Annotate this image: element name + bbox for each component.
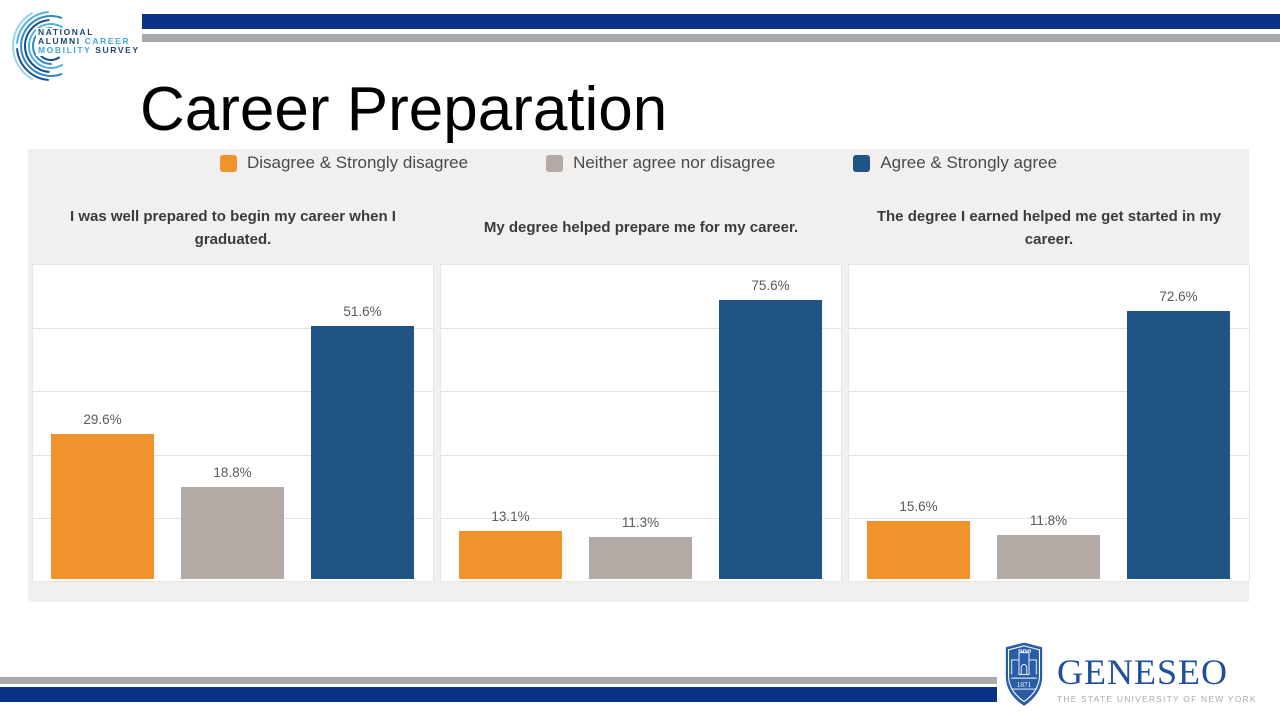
gridline <box>441 391 841 393</box>
bar-neutral <box>181 486 284 579</box>
nacm-logo-line1: NATIONAL <box>36 27 97 38</box>
gridline <box>849 454 1249 456</box>
nacm-survey-logo: NATIONAL ALUMNI CAREER MOBILITY SURVEY <box>6 4 166 92</box>
bar-value-label: 29.6% <box>83 411 122 427</box>
legend-swatch-icon <box>219 154 237 172</box>
legend-item: Neither agree nor disagree <box>546 153 775 173</box>
gridline <box>441 454 841 456</box>
chart-title-1: I was well prepared to begin my career w… <box>70 207 396 248</box>
geneseo-wordmark: GENESEO <box>1057 652 1228 692</box>
gridline <box>33 391 433 393</box>
legend-label: Neither agree nor disagree <box>573 153 776 172</box>
bar-neutral <box>997 535 1100 579</box>
bar-value-label: 75.6% <box>751 277 790 293</box>
legend-item: Disagree & Strongly disagree <box>219 153 469 173</box>
legend-item: Agree & Strongly agree <box>853 153 1057 173</box>
bar-agree <box>719 299 822 579</box>
charts-panel: Disagree & Strongly disagree Neither agre… <box>28 149 1250 602</box>
bar-value-label: 11.3% <box>621 515 660 531</box>
gridline <box>849 391 1249 393</box>
chart-card-2: 13.1% 11.3% 75.6% <box>440 264 842 582</box>
bar-agree <box>1127 311 1230 579</box>
chart-title-2: My degree helped prepare me for my caree… <box>483 219 799 237</box>
gridline <box>33 328 433 330</box>
top-accent-bar-navy <box>142 14 1280 29</box>
legend-swatch-icon <box>853 154 871 172</box>
geneseo-tagline: THE STATE UNIVERSITY OF NEW YORK <box>1057 694 1257 704</box>
bottom-accent-bar-gray <box>0 677 997 684</box>
chart-card-3: 15.6% 11.8% 72.6% <box>848 264 1250 582</box>
legend: Disagree & Strongly disagree Neither agre… <box>28 153 1249 173</box>
geneseo-shield-icon: 1871 <box>1005 642 1043 706</box>
bar-disagree <box>51 434 154 579</box>
page-title: Career Preparation <box>140 75 668 144</box>
bar-value-label: 11.8% <box>1029 513 1068 529</box>
bar-value-label: 13.1% <box>491 508 530 524</box>
bottom-accent-bar-navy <box>0 687 997 702</box>
legend-label: Disagree & Strongly disagree <box>246 153 469 172</box>
legend-label: Agree & Strongly agree <box>880 153 1058 172</box>
svg-text:1871: 1871 <box>1017 681 1032 689</box>
bar-disagree <box>459 530 562 579</box>
chart-title-3: The degree I earned helped me get starte… <box>876 207 1222 248</box>
top-accent-bar-gray <box>142 34 1280 42</box>
bar-value-label: 72.6% <box>1159 289 1198 304</box>
nacm-logo-line3: MOBILITY SURVEY <box>36 45 142 56</box>
bar-disagree <box>867 521 970 579</box>
gridline <box>441 328 841 330</box>
legend-swatch-icon <box>546 154 564 172</box>
chart-card-1: 29.6% 18.8% 51.6% <box>32 264 434 582</box>
gridline <box>849 328 1249 330</box>
geneseo-logo-text: GENESEO THE STATE UNIVERSITY OF NEW YORK <box>1057 654 1257 708</box>
bar-value-label: 15.6% <box>899 499 938 515</box>
bar-value-label: 18.8% <box>213 464 252 480</box>
bar-agree <box>311 326 414 579</box>
bar-value-label: 51.6% <box>343 304 382 320</box>
geneseo-logo: 1871 GENESEO THE STATE UNIVERSITY OF NEW… <box>1004 641 1257 708</box>
nacm-logo-text: NATIONAL ALUMNI CAREER MOBILITY SURVEY <box>36 27 142 56</box>
gridline <box>441 517 841 519</box>
gridline <box>849 517 1249 519</box>
nacm-logo-line2: ALUMNI CAREER <box>36 36 133 47</box>
bar-neutral <box>589 537 692 579</box>
gridline <box>33 454 433 456</box>
